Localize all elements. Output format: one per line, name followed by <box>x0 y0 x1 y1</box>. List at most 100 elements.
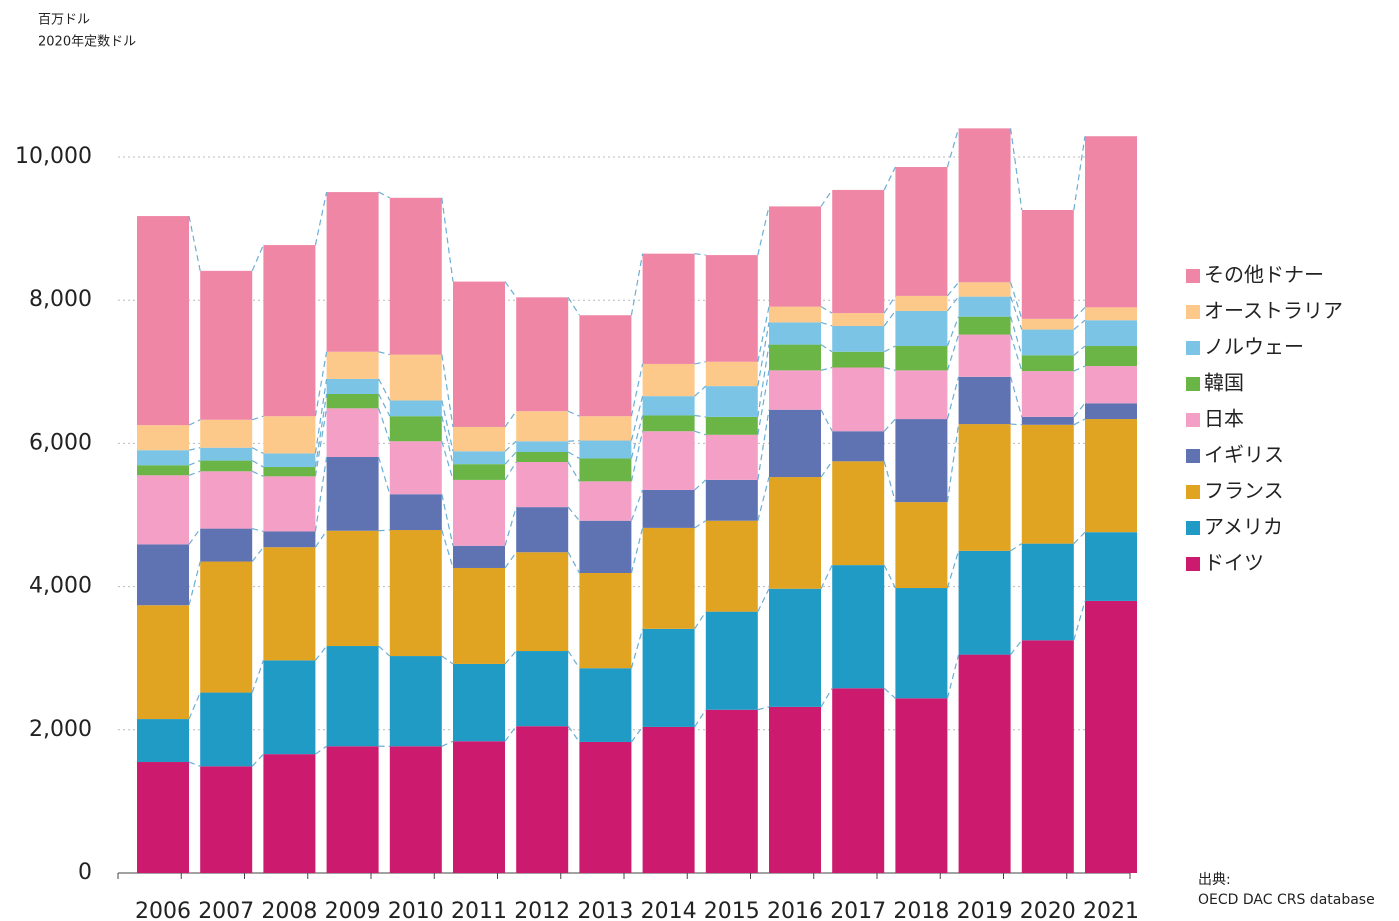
bar-segment <box>137 475 189 545</box>
bar-segment <box>895 419 948 503</box>
connector <box>630 628 644 669</box>
bar-segment <box>958 128 1011 283</box>
connector <box>567 451 580 459</box>
connector <box>441 354 454 428</box>
bar-segment <box>958 424 1011 551</box>
x-tick-label: 2006 <box>135 899 191 921</box>
x-tick-label: 2017 <box>830 899 886 921</box>
x-tick-label: 2021 <box>1083 899 1139 921</box>
connector <box>820 564 833 590</box>
y-tick-label: 2,000 <box>29 717 92 742</box>
connector <box>314 408 328 477</box>
bar-segment <box>1021 416 1074 425</box>
connector <box>883 295 896 314</box>
connector <box>378 351 390 356</box>
bar-segment <box>579 572 632 669</box>
connector <box>630 527 644 574</box>
bar-segment <box>832 565 885 689</box>
bar-segment <box>263 476 316 532</box>
connector <box>883 418 896 432</box>
bar-segment <box>453 567 505 664</box>
bar-segment <box>326 351 379 379</box>
bar-segment <box>200 419 253 448</box>
bar-segment <box>326 378 379 394</box>
x-tick-label: 2012 <box>514 899 570 921</box>
x-tick-label: 2019 <box>957 899 1013 921</box>
connector <box>694 361 706 365</box>
bar-segment <box>263 547 316 661</box>
connector <box>946 296 960 312</box>
connector <box>314 351 328 417</box>
bar-segment <box>958 316 1011 335</box>
connector <box>504 451 517 465</box>
bar-segment <box>895 310 948 347</box>
bar-segment <box>200 270 253 420</box>
bar-segment <box>642 726 695 873</box>
connector <box>1010 423 1022 426</box>
bar-segment <box>263 754 316 873</box>
bar-segment <box>137 216 189 426</box>
bar-segment <box>200 528 253 562</box>
source: OECD DAC CRS database <box>1198 892 1375 908</box>
connector <box>251 660 264 693</box>
bar-segment <box>326 746 379 873</box>
connector <box>884 366 896 371</box>
bar-segment <box>516 507 569 553</box>
x-tick-label: 2015 <box>704 899 760 921</box>
bar-segment <box>516 441 569 452</box>
bar-segment <box>200 692 253 767</box>
legend-swatch <box>1186 521 1200 535</box>
bar-segment <box>958 282 1011 297</box>
bar-segment <box>200 460 253 472</box>
connector <box>883 564 896 589</box>
connector <box>188 447 201 451</box>
bar-segment <box>832 351 885 368</box>
connector <box>883 461 896 503</box>
connector <box>694 479 707 491</box>
connector <box>567 461 580 482</box>
connector <box>378 645 391 657</box>
bar-segment <box>516 726 569 873</box>
bar-segment <box>832 431 885 462</box>
bar-segment <box>453 426 505 452</box>
bar-segment <box>516 411 569 442</box>
bar-segment <box>958 334 1011 377</box>
bar-segment <box>832 189 885 314</box>
connector <box>504 650 517 665</box>
connector <box>946 334 960 371</box>
bar-segment <box>579 741 632 873</box>
connector <box>314 393 328 468</box>
source-label: 出典: <box>1198 872 1231 888</box>
y-tick-label: 4,000 <box>29 574 92 599</box>
connector <box>188 761 201 767</box>
connector <box>504 506 517 546</box>
bar-segment <box>705 386 758 417</box>
legend-swatch <box>1186 449 1200 463</box>
bar-segment <box>1085 307 1137 321</box>
bar-segment <box>832 313 885 326</box>
connector <box>820 344 833 353</box>
legend-label: 日本 <box>1204 407 1244 431</box>
connector <box>567 650 580 669</box>
connector <box>757 409 770 481</box>
connector <box>820 306 833 314</box>
bar-segment <box>1085 136 1137 308</box>
connector <box>757 322 770 387</box>
connector <box>946 423 960 503</box>
bar-segment <box>895 698 948 873</box>
bar-segment <box>326 530 379 647</box>
connector <box>568 439 580 442</box>
bar-segment <box>200 561 253 693</box>
bar-segment <box>642 628 695 727</box>
connector <box>314 645 328 661</box>
bar-segment <box>516 451 569 463</box>
bar-segment <box>579 481 632 521</box>
connector <box>694 253 706 256</box>
connector <box>1073 136 1086 211</box>
bar-segment <box>832 325 885 352</box>
connector <box>1073 531 1086 545</box>
connector <box>630 431 644 482</box>
connector <box>251 753 264 767</box>
bar-segment <box>263 245 316 417</box>
connector <box>820 687 833 708</box>
